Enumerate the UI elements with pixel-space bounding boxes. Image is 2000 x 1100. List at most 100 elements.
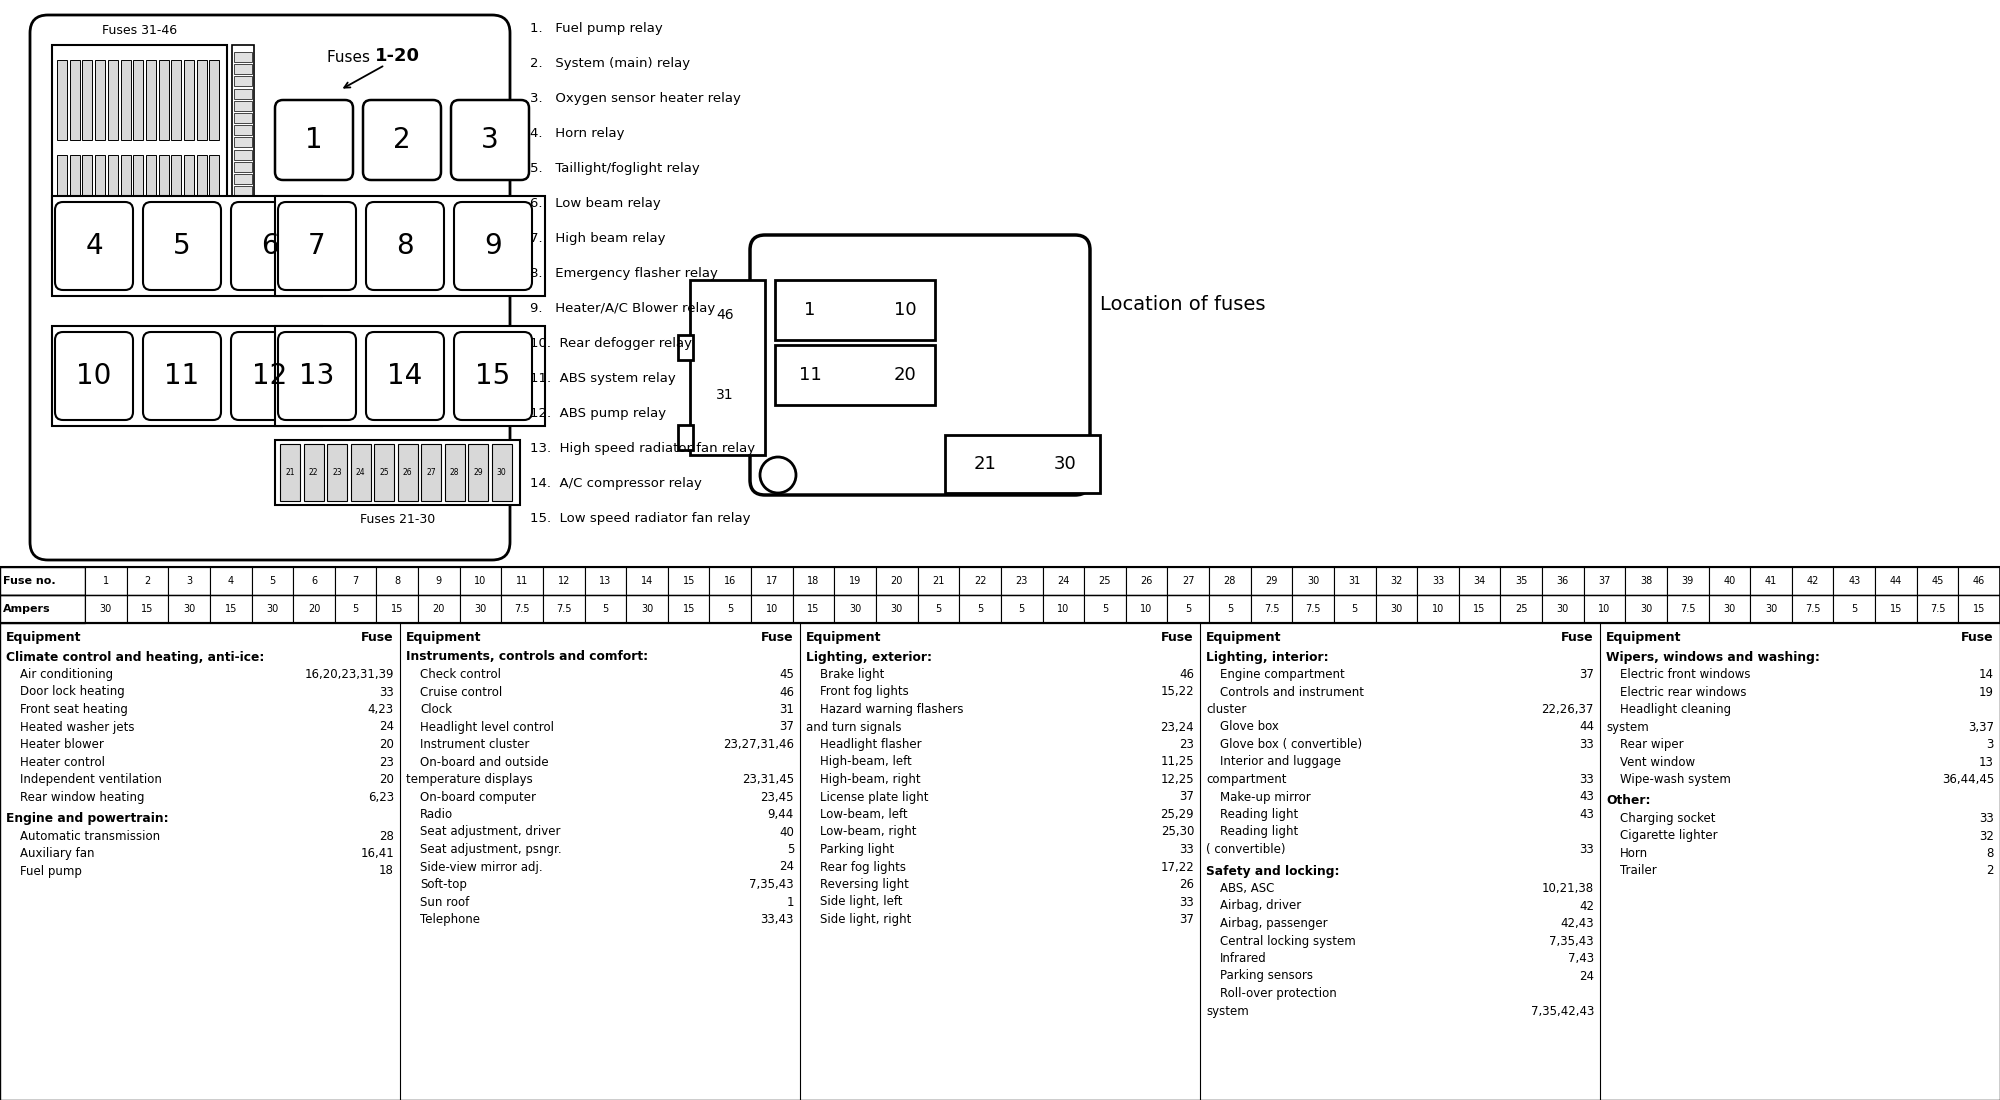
Bar xyxy=(710,566,752,595)
Bar xyxy=(234,223,252,233)
Text: 5: 5 xyxy=(352,604,358,614)
Text: 29: 29 xyxy=(1266,576,1278,586)
Text: Make-up mirror: Make-up mirror xyxy=(1220,791,1310,803)
Bar xyxy=(210,60,220,140)
Text: 33: 33 xyxy=(1580,773,1594,786)
Text: Safety and locking:: Safety and locking: xyxy=(1206,865,1340,878)
Bar xyxy=(1210,566,1250,595)
Bar xyxy=(52,196,322,296)
Text: 7.5: 7.5 xyxy=(1306,604,1320,614)
Text: 5: 5 xyxy=(728,604,734,614)
Bar xyxy=(82,60,92,140)
Text: Heater control: Heater control xyxy=(20,756,104,769)
Text: 44: 44 xyxy=(1890,576,1902,586)
Bar xyxy=(1584,595,1626,623)
Bar xyxy=(210,155,220,235)
Bar xyxy=(918,595,960,623)
Text: Instrument cluster: Instrument cluster xyxy=(420,738,530,751)
FancyBboxPatch shape xyxy=(452,100,528,180)
FancyBboxPatch shape xyxy=(56,202,132,290)
Text: 7: 7 xyxy=(352,576,358,586)
FancyBboxPatch shape xyxy=(366,332,444,420)
Text: 15: 15 xyxy=(392,604,404,614)
Text: Horn: Horn xyxy=(1620,847,1648,860)
Text: and turn signals: and turn signals xyxy=(806,720,902,734)
Bar xyxy=(252,566,294,595)
Bar xyxy=(1626,595,1666,623)
Text: 31: 31 xyxy=(780,703,794,716)
Text: 37: 37 xyxy=(1580,668,1594,681)
Text: High-beam, right: High-beam, right xyxy=(820,773,920,786)
Bar xyxy=(168,595,210,623)
Text: 15: 15 xyxy=(142,604,154,614)
Text: 23,45: 23,45 xyxy=(760,791,794,803)
FancyBboxPatch shape xyxy=(30,15,510,560)
Bar xyxy=(234,150,252,160)
Bar xyxy=(1250,595,1292,623)
Text: 4.   Horn relay: 4. Horn relay xyxy=(530,126,624,140)
Text: 23,24: 23,24 xyxy=(1160,720,1194,734)
Text: High-beam, left: High-beam, left xyxy=(820,756,912,769)
Text: 30: 30 xyxy=(1306,576,1320,586)
Text: 5: 5 xyxy=(976,604,984,614)
Bar xyxy=(1042,595,1084,623)
Text: Fuses 21-30: Fuses 21-30 xyxy=(360,513,436,526)
Text: 26: 26 xyxy=(402,468,412,477)
Bar xyxy=(792,566,834,595)
Text: 13.  High speed radiator fan relay: 13. High speed radiator fan relay xyxy=(530,442,756,455)
Text: 13: 13 xyxy=(300,362,334,390)
Text: 6.   Low beam relay: 6. Low beam relay xyxy=(530,197,660,210)
Text: 11: 11 xyxy=(798,366,822,384)
Text: 38: 38 xyxy=(1640,576,1652,586)
Text: 39: 39 xyxy=(1682,576,1694,586)
FancyBboxPatch shape xyxy=(454,202,532,290)
Bar xyxy=(168,566,210,595)
Bar xyxy=(1084,595,1126,623)
Text: 33: 33 xyxy=(1980,812,1994,825)
Bar xyxy=(542,566,584,595)
FancyBboxPatch shape xyxy=(364,100,440,180)
Bar xyxy=(234,186,252,196)
Text: 1-20: 1-20 xyxy=(376,47,420,65)
Bar xyxy=(158,60,168,140)
Text: Door lock heating: Door lock heating xyxy=(20,685,124,698)
Bar xyxy=(1916,566,1958,595)
Text: Automatic transmission: Automatic transmission xyxy=(20,829,160,843)
Bar xyxy=(1418,566,1458,595)
Bar xyxy=(328,444,348,500)
Text: Location of fuses: Location of fuses xyxy=(1100,296,1266,315)
Text: 30: 30 xyxy=(496,468,506,477)
Bar xyxy=(1834,595,1876,623)
Text: Infrared: Infrared xyxy=(1220,952,1266,965)
Text: Reading light: Reading light xyxy=(1220,825,1298,838)
Bar xyxy=(126,595,168,623)
Text: Equipment: Equipment xyxy=(1606,631,1682,644)
Bar xyxy=(108,60,118,140)
Bar xyxy=(1666,566,1708,595)
Text: 30: 30 xyxy=(1556,604,1570,614)
Text: 4: 4 xyxy=(86,232,102,260)
Bar xyxy=(626,595,668,623)
Text: Equipment: Equipment xyxy=(1206,631,1282,644)
Text: 30: 30 xyxy=(1724,604,1736,614)
Text: 5: 5 xyxy=(786,843,794,856)
Bar xyxy=(234,235,252,245)
Text: Charging socket: Charging socket xyxy=(1620,812,1716,825)
Bar xyxy=(444,444,464,500)
Bar xyxy=(492,444,512,500)
FancyBboxPatch shape xyxy=(750,235,1090,495)
Text: 31: 31 xyxy=(716,388,734,401)
Bar xyxy=(294,595,334,623)
Text: Fuse: Fuse xyxy=(1162,631,1194,644)
Text: 2: 2 xyxy=(394,126,410,154)
Text: Headlight flasher: Headlight flasher xyxy=(820,738,922,751)
Text: 8: 8 xyxy=(396,232,414,260)
Bar xyxy=(158,155,168,235)
Bar xyxy=(1084,566,1126,595)
Text: Fuse: Fuse xyxy=(1962,631,1994,644)
Text: 5: 5 xyxy=(1186,604,1192,614)
Text: 7.5: 7.5 xyxy=(514,604,530,614)
Bar xyxy=(276,440,520,505)
Text: Engine compartment: Engine compartment xyxy=(1220,668,1344,681)
Text: Telephone: Telephone xyxy=(420,913,480,926)
